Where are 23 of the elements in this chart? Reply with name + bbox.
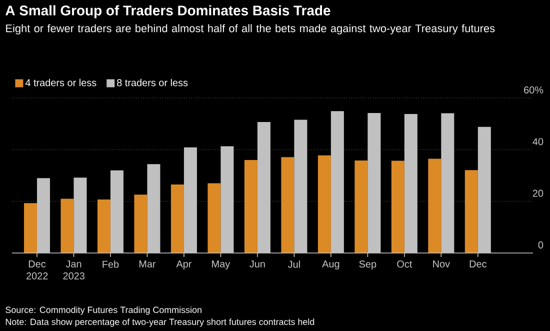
y-tick-label: 0 xyxy=(538,241,544,248)
x-tick-label: Feb xyxy=(102,260,119,268)
x-tick-label: Dec xyxy=(470,260,486,268)
source-note: Source: Commodity Futures Trading Commission xyxy=(6,306,202,315)
x-tick-label: Sep xyxy=(359,260,376,270)
x-tick-label: Apr xyxy=(176,260,192,270)
legend-label: 8 traders or less xyxy=(117,78,188,86)
x-tick-label: May xyxy=(212,260,230,270)
text: Note: Data show percentage of two-year Treasury short futures contracts held xyxy=(6,318,314,327)
x-tick-label: Aug xyxy=(322,260,340,270)
y-tick-label: 40 xyxy=(532,138,544,146)
x-tick-label: Jul xyxy=(288,260,300,268)
x-tick-label: Jan 2023 xyxy=(63,260,84,280)
legend-label: 4 traders or less xyxy=(25,78,96,86)
chart-subtitle: Eight or fewer traders are behind almost half of all the bets made against two-year Treasury futures xyxy=(6,24,495,34)
x-tick-label: Nov xyxy=(433,260,450,268)
x-tick-label: Oct xyxy=(397,260,412,268)
x-tick-label: Dec 2022 xyxy=(26,260,48,280)
x-tick-label: Mar xyxy=(139,260,156,268)
x-tick-label: Jun xyxy=(250,260,265,268)
y-tick-label: 60% xyxy=(524,86,544,94)
chart-title: A Small Group of Traders Dominates Basis Trade xyxy=(6,5,330,18)
y-tick-label: 20 xyxy=(532,190,544,197)
